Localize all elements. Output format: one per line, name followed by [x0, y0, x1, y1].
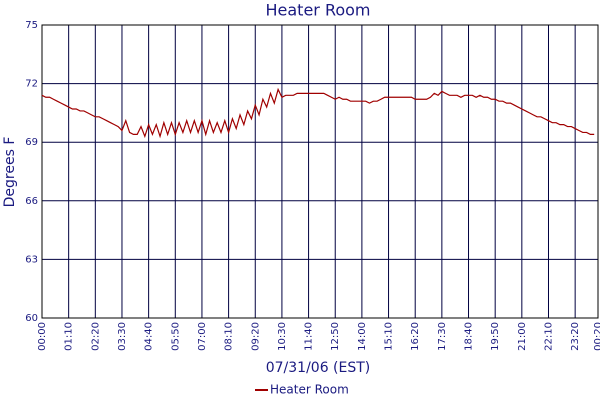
y-tick-label: 75	[25, 20, 38, 31]
x-tick-label: 05:50	[170, 322, 181, 351]
x-tick-label: 00:00	[37, 322, 48, 351]
y-tick-label: 60	[25, 313, 38, 324]
x-tick-label: 18:40	[464, 322, 475, 351]
x-tick-label: 08:10	[224, 322, 235, 351]
x-tick-label: 19:50	[490, 322, 501, 351]
x-tick-label: 07:00	[197, 322, 208, 351]
y-axis-label: Degrees F	[2, 137, 18, 208]
x-tick-label: 21:00	[517, 322, 528, 351]
x-tick-label: 01:10	[64, 322, 75, 351]
y-tick-label: 66	[25, 196, 38, 207]
x-tick-label: 03:30	[117, 322, 128, 351]
chart-title: Heater Room	[265, 1, 370, 20]
y-tick-label: 72	[25, 79, 38, 90]
x-tick-label: 02:20	[90, 322, 101, 351]
x-tick-label: 15:10	[384, 322, 395, 351]
x-tick-label: 22:10	[543, 322, 554, 351]
x-tick-label: 14:00	[357, 322, 368, 351]
legend-label: Heater Room	[270, 383, 349, 397]
data-line	[41, 87, 595, 139]
x-tick-label: 09:20	[250, 322, 261, 351]
x-axis-label: 07/31/06 (EST)	[266, 360, 371, 376]
x-tick-label: 04:40	[144, 322, 155, 351]
x-tick-label: 16:20	[410, 322, 421, 351]
x-tick-label: 11:40	[304, 322, 315, 351]
x-tick-label: 00:20	[593, 322, 600, 351]
x-tick-label: 17:30	[437, 322, 448, 351]
x-tick-label: 23:20	[570, 322, 581, 351]
x-tick-label: 12:50	[330, 322, 341, 351]
y-tick-label: 63	[25, 254, 38, 265]
x-tick-label: 10:30	[277, 322, 288, 351]
plot-border	[41, 24, 599, 319]
y-tick-label: 69	[25, 137, 38, 148]
